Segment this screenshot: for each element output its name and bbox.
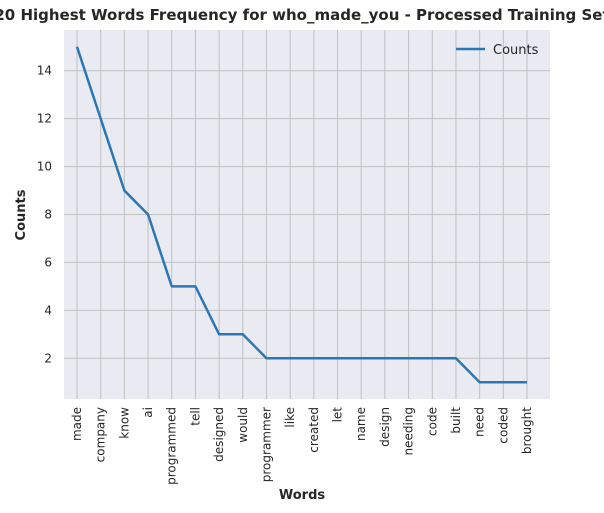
x-tick-label: design — [378, 407, 392, 447]
x-axis-ticks: made company know ai programmed tell designed w… — [70, 407, 534, 485]
y-tick-label: 12 — [37, 112, 52, 126]
x-tick-label: built — [449, 407, 463, 434]
x-tick-label: know — [117, 407, 131, 439]
series-group — [75, 46, 528, 384]
y-tick-label: 6 — [44, 255, 52, 269]
x-tick-label: created — [307, 407, 321, 453]
y-tick-label: 4 — [44, 303, 52, 317]
x-tick-label: needing — [402, 407, 416, 456]
y-axis-ticks: 2 4 6 8 10 12 14 — [37, 64, 52, 366]
series-line — [75, 46, 527, 384]
y-tick-label: 14 — [37, 64, 52, 78]
grid — [64, 30, 550, 399]
y-tick-label: 8 — [44, 208, 52, 222]
x-tick-label: brought — [520, 407, 534, 454]
x-tick-label: coded — [496, 407, 510, 444]
y-axis-label: Counts — [14, 189, 29, 240]
x-tick-label: made — [70, 407, 84, 441]
x-tick-label: company — [94, 407, 108, 462]
x-axis-label: Words — [279, 488, 326, 503]
y-tick-label: 2 — [44, 351, 52, 365]
x-tick-label: tell — [188, 407, 202, 426]
x-tick-label: designed — [212, 407, 226, 462]
x-tick-label: programmed — [165, 407, 179, 485]
legend-label: Counts — [493, 43, 539, 58]
x-tick-label: programmer — [259, 407, 273, 482]
chart-title: 20 Highest Words Frequency for who_made_… — [0, 6, 604, 24]
x-tick-label: would — [236, 407, 250, 443]
x-tick-label: ai — [141, 407, 155, 418]
x-tick-label: let — [331, 407, 345, 423]
x-tick-label: code — [425, 407, 439, 436]
x-tick-label: like — [283, 407, 297, 428]
x-tick-label: name — [354, 407, 368, 441]
y-tick-label: 10 — [37, 160, 52, 174]
legend: Counts — [456, 43, 539, 58]
x-tick-label: need — [473, 407, 487, 437]
